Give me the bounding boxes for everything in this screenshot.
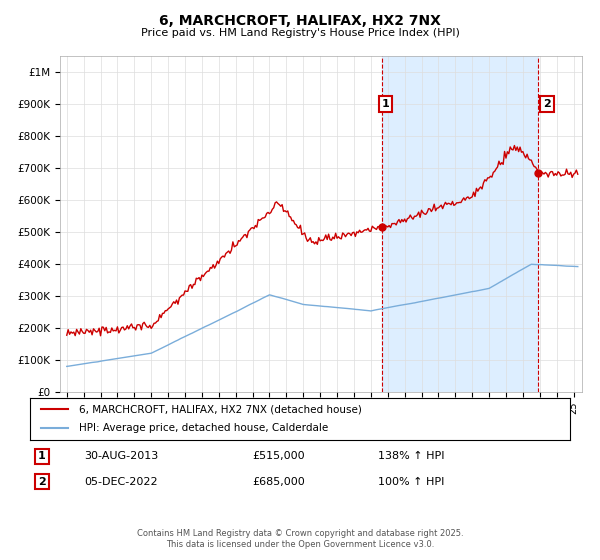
Text: 1: 1 (382, 99, 389, 109)
Bar (382, 56, 538, 392)
Text: 1: 1 (38, 451, 46, 461)
Text: Price paid vs. HM Land Registry's House Price Index (HPI): Price paid vs. HM Land Registry's House … (140, 28, 460, 38)
Text: £515,000: £515,000 (252, 451, 305, 461)
Text: 100% ↑ HPI: 100% ↑ HPI (378, 477, 445, 487)
Text: 6, MARCHCROFT, HALIFAX, HX2 7NX: 6, MARCHCROFT, HALIFAX, HX2 7NX (159, 14, 441, 28)
Text: 2: 2 (38, 477, 46, 487)
Text: 6, MARCHCROFT, HALIFAX, HX2 7NX (detached house): 6, MARCHCROFT, HALIFAX, HX2 7NX (detache… (79, 404, 361, 414)
Text: £685,000: £685,000 (252, 477, 305, 487)
Text: 30-AUG-2013: 30-AUG-2013 (84, 451, 158, 461)
Text: Contains HM Land Registry data © Crown copyright and database right 2025.
This d: Contains HM Land Registry data © Crown c… (137, 529, 463, 549)
Text: HPI: Average price, detached house, Calderdale: HPI: Average price, detached house, Cald… (79, 423, 328, 433)
Text: 05-DEC-2022: 05-DEC-2022 (84, 477, 158, 487)
Text: 138% ↑ HPI: 138% ↑ HPI (378, 451, 445, 461)
Text: 2: 2 (543, 99, 551, 109)
